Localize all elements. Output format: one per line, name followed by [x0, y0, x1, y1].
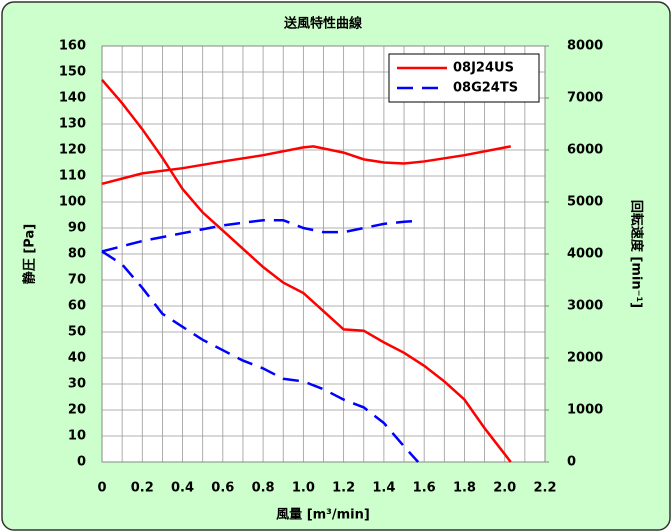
x-tick-label: 1.2 — [332, 481, 355, 496]
y-tick-label: 10 — [68, 429, 86, 444]
series-line — [101, 145, 512, 186]
y-tick-label: 120 — [59, 143, 86, 158]
y-tick-label: 60 — [68, 299, 86, 314]
y2-axis-label: 回転速度 [min⁻¹] — [629, 200, 645, 308]
x-tick-label: 0.4 — [171, 481, 194, 496]
series-line — [101, 78, 512, 463]
y-tick-label: 80 — [68, 247, 86, 262]
plot-border — [101, 45, 546, 463]
x-tick-label: 1.8 — [453, 481, 476, 496]
y-tick-label: 100 — [59, 195, 86, 210]
chart-title: 送風特性曲線 — [283, 16, 363, 32]
x-tick-label: 1.6 — [413, 481, 436, 496]
y-tick-label: 70 — [68, 273, 86, 288]
x-axis-label: 風量 [m³/min] — [276, 508, 370, 523]
x-tick-label: 0.2 — [131, 481, 154, 496]
x-tick-label: 0 — [97, 481, 106, 496]
y-tick-label: 30 — [68, 377, 86, 392]
y-tick-label: 130 — [59, 117, 86, 132]
legend-label: 08G24TS — [453, 81, 518, 96]
y2-tick-label: 7000 — [567, 91, 603, 106]
y-tick-label: 110 — [59, 169, 86, 184]
y-tick-label: 90 — [68, 221, 86, 236]
legend-label: 08J24US — [453, 61, 514, 76]
y-axis-label: 静圧 [Pa] — [22, 224, 38, 284]
x-tick-label: 1.0 — [292, 481, 315, 496]
y-tick-label: 0 — [77, 455, 86, 470]
y2-tick-label: 5000 — [567, 195, 603, 210]
series-line — [101, 218, 421, 253]
series-line — [101, 250, 420, 463]
x-tick-label: 0.6 — [211, 481, 234, 496]
x-tick-label: 2.0 — [493, 481, 516, 496]
y2-tick-label: 1000 — [567, 403, 603, 418]
y-tick-label: 50 — [68, 325, 86, 340]
x-tick-label: 0.8 — [252, 481, 275, 496]
x-tick-label: 2.2 — [533, 481, 556, 496]
x-tick-label: 1.4 — [372, 481, 395, 496]
y2-tick-label: 2000 — [567, 351, 603, 366]
y2-tick-label: 8000 — [567, 39, 603, 54]
legend-box — [388, 53, 540, 103]
y-tick-label: 150 — [59, 65, 86, 80]
y-tick-label: 20 — [68, 403, 86, 418]
y2-tick-label: 6000 — [567, 143, 603, 158]
y-tick-label: 40 — [68, 351, 86, 366]
y2-tick-label: 3000 — [567, 299, 603, 314]
y2-tick-label: 0 — [567, 455, 576, 470]
y-tick-label: 160 — [59, 39, 86, 54]
y-tick-label: 140 — [59, 91, 86, 106]
y2-tick-label: 4000 — [567, 247, 603, 262]
